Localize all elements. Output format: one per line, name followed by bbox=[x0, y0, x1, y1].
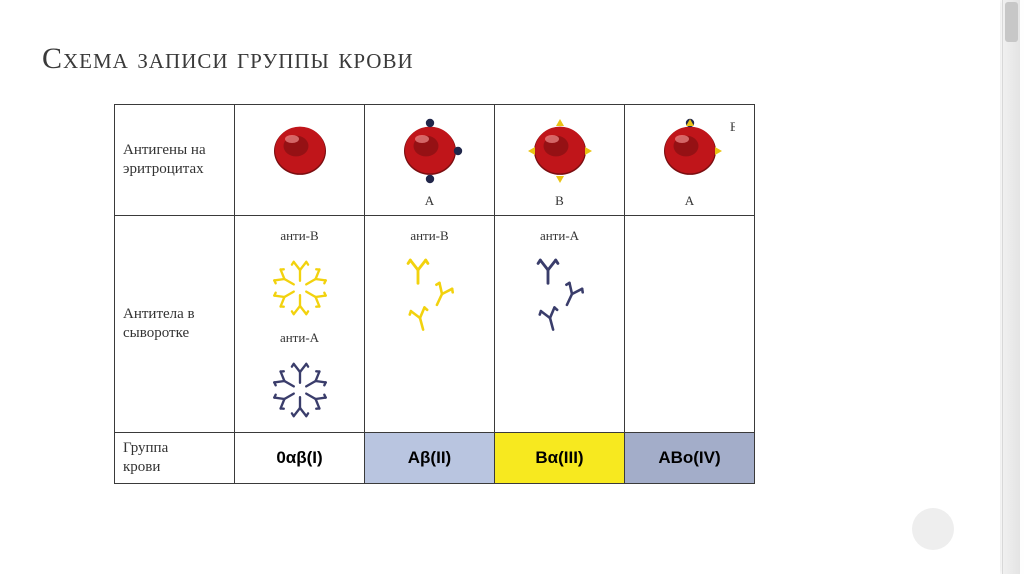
antibody-cluster-icon bbox=[260, 248, 340, 324]
slide-decor-dot bbox=[912, 508, 954, 550]
antigen-cell-1: A bbox=[365, 105, 495, 216]
antigen-sublabel bbox=[298, 193, 301, 209]
rbc-icon bbox=[255, 111, 345, 191]
rbc-icon bbox=[515, 111, 605, 191]
group-cell-3: ABo(IV) bbox=[625, 433, 755, 484]
row-antigens-label: Антигены наэритроцитах bbox=[115, 105, 235, 216]
antibody-cell-0: анти-B анти-A bbox=[235, 216, 365, 433]
row-group: Группакрови 0αβ(I) Aβ(II) Bα(III) ABo(IV… bbox=[115, 433, 755, 484]
row-antigens: Антигены наэритроцитах bbox=[115, 105, 755, 216]
antibody-cluster-icon bbox=[260, 350, 340, 426]
scrollbar-thumb[interactable] bbox=[1005, 2, 1018, 42]
antibody-label: анти-A bbox=[540, 228, 579, 244]
antibody-cell-1: анти-B bbox=[365, 216, 495, 433]
group-cell-1: Aβ(II) bbox=[365, 433, 495, 484]
antigen-cell-0 bbox=[235, 105, 365, 216]
group-cell-2: Bα(III) bbox=[495, 433, 625, 484]
antigen-cell-2: B bbox=[495, 105, 625, 216]
svg-text:B: B bbox=[730, 119, 735, 134]
row-antibodies: Антитела всыворотке анти-B bbox=[115, 216, 755, 433]
group-cell-0: 0αβ(I) bbox=[235, 433, 365, 484]
antibody-label: анти-B bbox=[280, 228, 318, 244]
rbc-icon bbox=[385, 111, 475, 191]
antibody-cell-3 bbox=[625, 216, 755, 433]
slide-frame: Схема записи группы крови Антигены наэри… bbox=[0, 0, 1000, 574]
antibody-icon bbox=[520, 248, 600, 338]
antigen-cell-3: B A bbox=[625, 105, 755, 216]
row-group-label: Группакрови bbox=[115, 433, 235, 484]
blood-table: Антигены наэритроцитах bbox=[114, 104, 755, 484]
antigen-sublabel: B bbox=[555, 193, 564, 209]
rbc-icon: B bbox=[645, 111, 735, 191]
scrollbar[interactable] bbox=[1002, 0, 1020, 574]
antibody-cell-2: анти-A bbox=[495, 216, 625, 433]
antibody-label: анти-A bbox=[280, 330, 319, 346]
row-antibodies-label: Антитела всыворотке bbox=[115, 216, 235, 433]
antigen-sublabel: A bbox=[425, 193, 434, 209]
antigen-sublabel: A bbox=[685, 193, 694, 209]
slide-title: Схема записи группы крови bbox=[42, 42, 966, 76]
antibody-icon bbox=[390, 248, 470, 338]
antibody-label: анти-B bbox=[410, 228, 448, 244]
